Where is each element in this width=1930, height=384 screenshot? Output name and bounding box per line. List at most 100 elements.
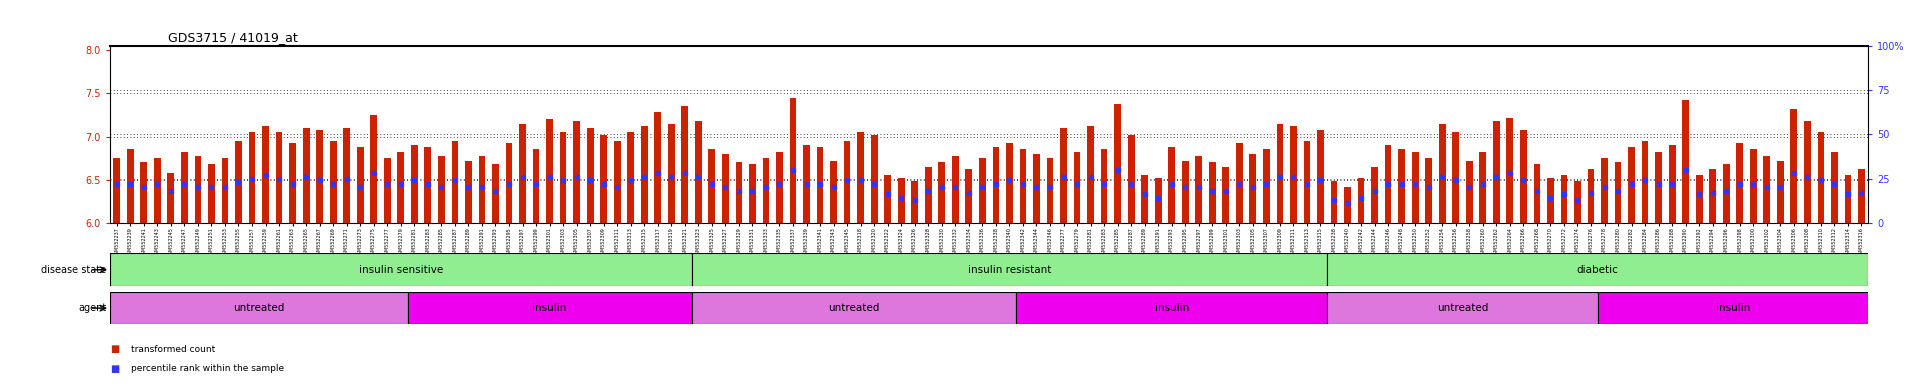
Point [589, 181, 620, 187]
Bar [235, 141, 241, 223]
Point [1318, 197, 1349, 203]
Bar [1330, 181, 1337, 223]
Bar [1019, 149, 1027, 223]
Point [1494, 170, 1525, 176]
Bar [181, 152, 187, 223]
Bar [843, 141, 851, 223]
Point [427, 184, 457, 190]
Point [1143, 195, 1173, 201]
Bar [465, 161, 471, 223]
Bar [1588, 169, 1594, 223]
Bar [1778, 161, 1783, 223]
Bar [127, 149, 133, 223]
Text: diabetic: diabetic [1577, 265, 1619, 275]
Point [1723, 181, 1754, 187]
Point [291, 174, 322, 180]
Point [1575, 190, 1606, 196]
Bar [519, 124, 525, 223]
Bar [1033, 154, 1040, 223]
Point [1224, 181, 1255, 187]
Bar [1114, 104, 1121, 223]
Point [1386, 181, 1417, 187]
Bar [1561, 175, 1567, 223]
Point [656, 174, 687, 180]
Bar [897, 178, 905, 223]
Text: untreated: untreated [234, 303, 284, 313]
Bar [110, 292, 407, 324]
Point [953, 190, 984, 196]
Bar [816, 147, 824, 223]
Bar [1222, 167, 1229, 223]
Point [805, 181, 836, 187]
Bar [303, 128, 309, 223]
Text: agent: agent [77, 303, 106, 313]
Point [832, 177, 863, 184]
Bar [803, 145, 811, 223]
Point [359, 170, 390, 176]
Bar [654, 113, 662, 223]
Bar [1832, 152, 1837, 223]
Point [305, 177, 336, 184]
Bar [1521, 130, 1527, 223]
Point [1413, 184, 1444, 190]
Bar [249, 132, 255, 223]
Point [1696, 190, 1727, 196]
Point [980, 181, 1011, 187]
Point [1480, 174, 1511, 180]
Point [1534, 195, 1565, 201]
Bar [195, 156, 201, 223]
Point [1764, 184, 1795, 190]
Point [1305, 177, 1336, 184]
Bar [357, 147, 363, 223]
Bar [1154, 178, 1162, 223]
Point [183, 184, 214, 190]
Point [116, 181, 147, 187]
Point [602, 184, 633, 190]
Point [1805, 177, 1835, 184]
Text: ■: ■ [110, 344, 120, 354]
Bar [1480, 152, 1486, 223]
Point [1156, 181, 1187, 187]
Point [1426, 174, 1457, 180]
Bar [154, 158, 160, 223]
Bar [1845, 175, 1851, 223]
Bar [1046, 158, 1054, 223]
Bar [1100, 149, 1108, 223]
Point [751, 184, 782, 190]
Bar [1006, 144, 1013, 223]
Bar [1683, 100, 1689, 223]
Bar [735, 162, 743, 223]
Text: insulin sensitive: insulin sensitive [359, 265, 442, 275]
Bar [371, 115, 376, 223]
Bar [600, 135, 608, 223]
Bar [546, 119, 554, 223]
Point [129, 184, 160, 190]
Bar [1208, 162, 1216, 223]
Bar [587, 128, 594, 223]
Point [1615, 181, 1646, 187]
Point [170, 181, 201, 187]
Bar [533, 149, 538, 223]
Bar [938, 162, 946, 223]
Point [508, 174, 538, 180]
Bar [1791, 109, 1797, 223]
Point [1183, 184, 1214, 190]
Bar [1303, 141, 1310, 223]
Bar [951, 156, 959, 223]
Bar [614, 141, 621, 223]
Point [670, 170, 701, 176]
Bar [1602, 158, 1608, 223]
Bar [641, 126, 648, 223]
Bar [749, 164, 757, 223]
Point [1021, 184, 1052, 190]
Bar [1087, 126, 1094, 223]
Text: percentile rank within the sample: percentile rank within the sample [131, 364, 284, 373]
Bar [1289, 126, 1297, 223]
Point [1751, 184, 1781, 190]
Bar [1440, 124, 1446, 223]
Text: insulin resistant: insulin resistant [967, 265, 1052, 275]
Point [535, 174, 565, 180]
Point [1440, 177, 1471, 184]
Point [386, 181, 417, 187]
Bar [1723, 164, 1729, 223]
